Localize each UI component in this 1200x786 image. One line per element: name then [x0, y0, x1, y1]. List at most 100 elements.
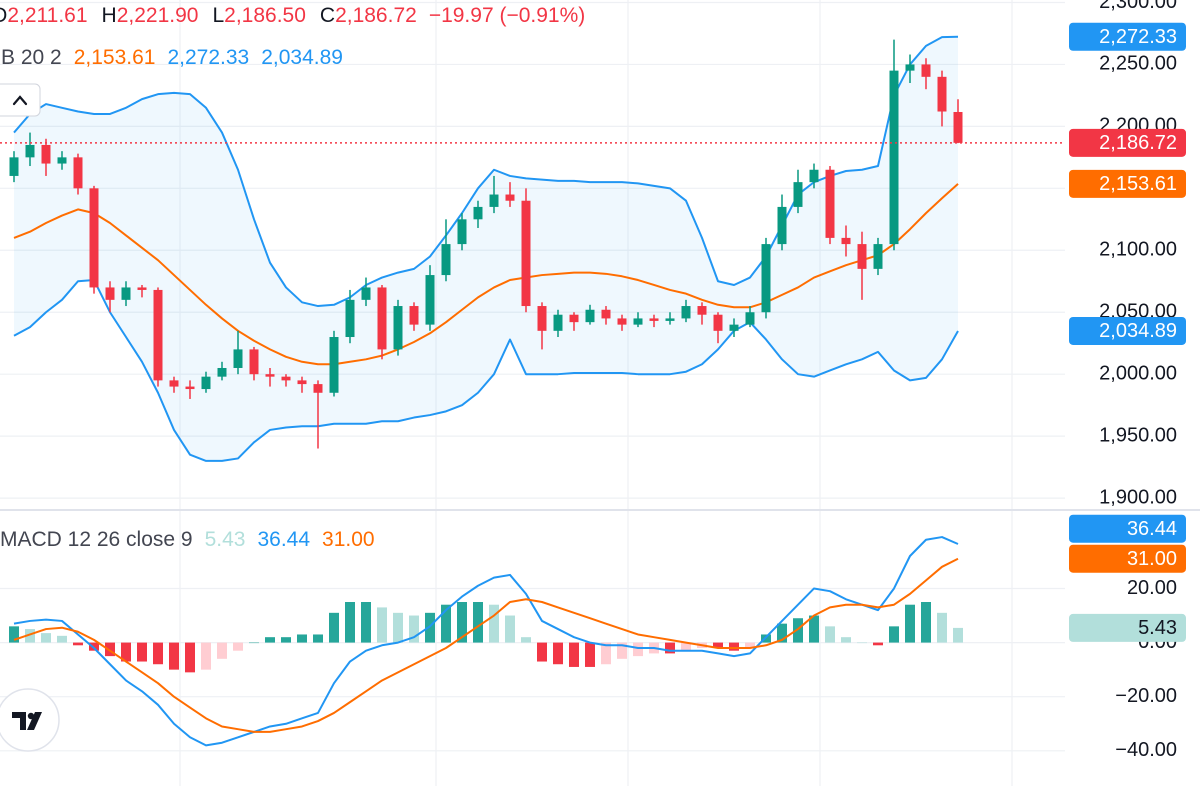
candle-body — [569, 314, 579, 323]
histogram-bar — [41, 633, 51, 643]
histogram-bar — [297, 634, 307, 643]
y-tick-label: 2,250.00 — [1099, 53, 1177, 75]
histogram-bar — [889, 626, 899, 643]
candle-body — [633, 318, 643, 325]
histogram-bar — [713, 642, 723, 648]
price-badge — [1069, 544, 1186, 573]
histogram-bar — [873, 642, 883, 646]
histogram-bar — [665, 642, 675, 654]
histogram-bar — [361, 602, 371, 643]
candle-body — [57, 157, 67, 164]
histogram-bar — [201, 642, 211, 670]
y-tick-label: 1,950.00 — [1099, 424, 1177, 446]
y-tick-label: −40.00 — [1115, 739, 1177, 761]
candle-body — [329, 337, 339, 393]
indicator-legend-label: MACD 12 26 close 9 — [0, 528, 193, 551]
indicator-legend-value: 5.43 — [205, 528, 246, 551]
collapse-button[interactable] — [0, 83, 41, 117]
price-badge-label: 5.43 — [1138, 617, 1177, 639]
candle-body — [873, 244, 883, 269]
histogram-bar — [169, 642, 179, 670]
candle-body — [761, 244, 771, 313]
price-badge-label: 2,186.72 — [1099, 132, 1177, 154]
ohlc-legend: O2,211.61 H2,221.90 L2,186.50 C2,186.72 −19.… — [0, 4, 585, 27]
y-tick-label: 2,000.00 — [1099, 362, 1177, 384]
histogram-bar — [57, 635, 67, 643]
candle-body — [137, 287, 147, 290]
y-tick-label: 2,100.00 — [1099, 239, 1177, 261]
logo-circle — [0, 688, 60, 752]
histogram-bar — [329, 612, 339, 643]
candle-body — [457, 219, 467, 245]
time-grid — [179, 0, 1013, 786]
candle-body — [9, 157, 19, 176]
histogram-bar — [233, 642, 243, 651]
indicator-legend-label: BB 20 2 — [0, 46, 62, 69]
candle-body — [441, 244, 451, 276]
candle-body — [265, 374, 275, 377]
collapse-button-box — [0, 83, 41, 117]
candle-body — [601, 309, 611, 319]
histogram-bar — [857, 642, 867, 644]
histogram-bar — [345, 602, 355, 643]
histogram-bar — [921, 602, 931, 643]
candle-body — [409, 306, 419, 325]
histogram-bar — [617, 642, 627, 659]
histogram-bar — [377, 607, 387, 643]
histogram-bar — [553, 642, 563, 665]
ohlc-legend-value: 2,211.61 — [7, 4, 87, 27]
histogram-bar — [89, 642, 99, 651]
candle-body — [377, 287, 387, 350]
candle-body — [505, 194, 515, 201]
histogram-bar — [537, 642, 547, 662]
price-badge — [1069, 316, 1186, 345]
indicator-legend: MACD 12 26 close 9 5.43 36.44 31.00 — [0, 528, 375, 551]
histogram-bar — [777, 623, 787, 643]
bb-basis-line — [13, 183, 959, 366]
candle-body — [313, 384, 323, 393]
candle-body — [809, 169, 819, 183]
candle-body — [793, 182, 803, 207]
candle-body — [697, 306, 707, 315]
histogram-bar — [105, 642, 115, 657]
histogram-bar — [425, 612, 435, 643]
y-tick-label: 1,900.00 — [1099, 486, 1177, 508]
histogram-bar — [633, 642, 643, 657]
histogram-bar — [521, 637, 531, 643]
bb-lower-line — [13, 279, 959, 462]
logo[interactable] — [0, 688, 60, 752]
candle-body — [553, 314, 563, 331]
candle-body — [185, 386, 195, 390]
histogram-bar — [505, 615, 515, 643]
histogram-bar — [153, 642, 163, 665]
collapse-button-icon — [12, 95, 28, 106]
histogram-bar — [441, 604, 451, 643]
price-badge — [1069, 169, 1186, 198]
indicator-legend: BB 20 2 2,153.61 2,272.33 2,034.89 — [0, 46, 343, 69]
candle-body — [73, 157, 83, 189]
candle-body — [681, 306, 691, 319]
histogram-bar — [185, 642, 195, 673]
histogram-bar — [569, 642, 579, 667]
candle-body — [825, 169, 835, 238]
histogram-bar — [601, 642, 611, 665]
candle-body — [729, 324, 739, 331]
price-badge-label: 2,034.89 — [1099, 320, 1177, 342]
candle-body — [121, 287, 131, 300]
histogram-bar — [937, 612, 947, 643]
ohlc-legend-value: 2,186.50 — [224, 4, 306, 27]
histogram-bar — [281, 637, 291, 643]
histogram-bar — [73, 642, 83, 646]
ohlc-legend-label: O — [0, 4, 7, 27]
histogram-bar — [489, 604, 499, 643]
price-badge — [1069, 514, 1186, 543]
histogram-bar — [793, 618, 803, 643]
candle-body — [425, 275, 435, 325]
candle-body — [89, 188, 99, 288]
candle-body — [665, 318, 675, 321]
histogram-bar — [121, 642, 131, 662]
candle-body — [201, 376, 211, 390]
candle-body — [105, 287, 115, 300]
